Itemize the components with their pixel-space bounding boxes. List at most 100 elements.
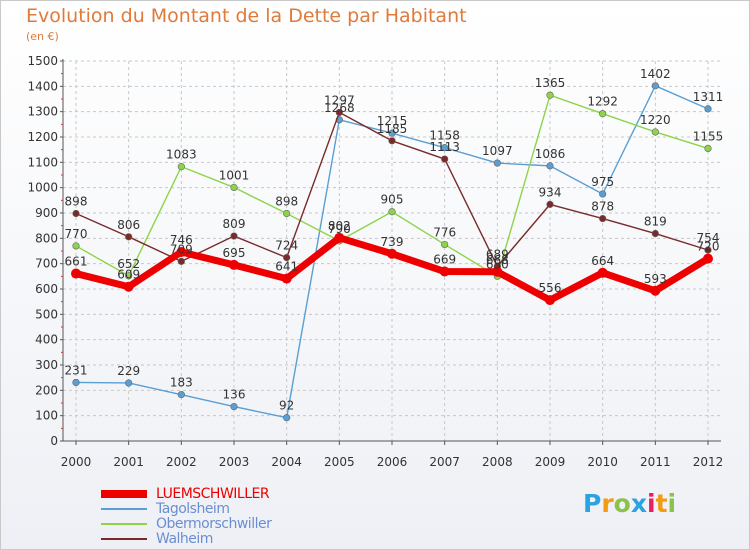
- data-label: 641: [275, 260, 298, 274]
- data-point: [651, 82, 659, 90]
- data-label: 1297: [324, 93, 355, 107]
- legend-label: Tagolsheim: [156, 501, 230, 517]
- data-point: [230, 183, 238, 192]
- data-point: [493, 159, 501, 167]
- logo-letter: x: [630, 489, 647, 518]
- legend-label: LUEMSCHWILLER: [156, 486, 270, 502]
- data-label: 739: [381, 235, 404, 249]
- data-label: 720: [697, 240, 720, 254]
- x-tick-label: 2009: [535, 455, 566, 469]
- data-label: 790: [328, 222, 351, 236]
- y-tick-label: 0: [50, 434, 58, 448]
- legend-swatch: [101, 490, 147, 498]
- data-label: 754: [697, 231, 720, 245]
- data-point: [334, 232, 345, 243]
- data-label: 1097: [482, 144, 513, 158]
- data-label: 695: [223, 246, 246, 260]
- data-point: [72, 209, 80, 218]
- data-point: [229, 259, 239, 270]
- data-point: [546, 200, 554, 208]
- y-tick-label: 800: [35, 231, 58, 245]
- data-point: [439, 266, 450, 277]
- legend-item: Walheim: [96, 531, 356, 547]
- data-label: 136: [223, 388, 246, 402]
- legend-swatch: [101, 538, 147, 540]
- y-tick-label: 1300: [27, 105, 58, 119]
- data-label: 1158: [429, 129, 460, 143]
- legend-swatch: [101, 508, 147, 510]
- chart-legend: LUEMSCHWILLER Tagolsheim Obermorschwiller W…: [96, 486, 356, 547]
- data-point: [704, 246, 712, 254]
- data-label: 1402: [640, 67, 671, 81]
- data-label: 709: [170, 242, 193, 256]
- data-point: [545, 295, 555, 306]
- x-tick-label: 2004: [271, 455, 302, 469]
- data-point: [599, 214, 607, 223]
- y-tick-label: 1100: [27, 155, 58, 169]
- data-point: [72, 378, 80, 387]
- data-label: 1268: [324, 101, 355, 115]
- y-tick-label: 400: [35, 333, 58, 347]
- data-label: 776: [433, 225, 456, 239]
- data-label: 652: [117, 257, 140, 271]
- y-tick-label: 900: [35, 206, 58, 220]
- legend-label: Obermorschwiller: [156, 516, 272, 532]
- data-label: 1311: [693, 90, 724, 104]
- data-label: 1365: [535, 76, 566, 90]
- data-label: 1215: [377, 114, 408, 128]
- x-tick-label: 2005: [324, 455, 355, 469]
- data-label: 898: [65, 195, 88, 209]
- data-label: 92: [279, 399, 294, 413]
- data-label: 609: [117, 268, 140, 282]
- y-tick-label: 600: [35, 282, 58, 296]
- data-point: [230, 232, 238, 240]
- x-tick-label: 2008: [482, 455, 513, 469]
- data-label: 1155: [693, 129, 724, 143]
- data-point: [125, 379, 133, 387]
- data-point: [125, 233, 133, 241]
- x-tick-label: 2011: [640, 455, 671, 469]
- data-label: 878: [591, 200, 614, 214]
- legend-swatch: [101, 523, 147, 525]
- x-tick-label: 2001: [113, 455, 144, 469]
- logo-letter: t: [655, 489, 668, 518]
- data-label: 934: [539, 185, 562, 199]
- logo-letter: i: [667, 489, 677, 518]
- data-label: 669: [433, 253, 456, 267]
- data-label: 1185: [377, 122, 408, 136]
- data-point: [335, 108, 343, 117]
- y-tick-label: 1500: [27, 54, 58, 68]
- chart-subtitle: (en €): [26, 30, 59, 43]
- data-point: [388, 129, 396, 137]
- data-point: [283, 253, 291, 262]
- data-point: [650, 285, 661, 296]
- legend-label: Walheim: [156, 531, 213, 547]
- data-label: 183: [170, 376, 193, 390]
- data-point: [177, 391, 185, 399]
- data-point: [387, 248, 397, 259]
- data-point: [388, 137, 396, 145]
- x-tick-label: 2003: [219, 455, 250, 469]
- data-point: [492, 266, 503, 277]
- y-tick-label: 500: [35, 307, 58, 321]
- data-label: 905: [381, 193, 404, 207]
- data-point: [704, 144, 712, 152]
- data-point: [72, 242, 80, 250]
- data-label: 229: [117, 364, 140, 378]
- x-tick-label: 2000: [61, 455, 92, 469]
- data-point: [441, 240, 449, 249]
- legend-item: Tagolsheim: [96, 501, 356, 517]
- data-point: [704, 105, 712, 113]
- data-label: 1083: [166, 148, 197, 162]
- data-label: 809: [223, 217, 246, 231]
- data-point: [71, 268, 81, 279]
- data-label: 898: [275, 195, 298, 209]
- data-label: 1001: [219, 168, 250, 182]
- data-label: 231: [65, 363, 88, 377]
- data-label: 556: [539, 281, 562, 295]
- data-label: 664: [591, 254, 614, 268]
- data-point: [546, 162, 554, 170]
- data-label: 770: [65, 227, 88, 241]
